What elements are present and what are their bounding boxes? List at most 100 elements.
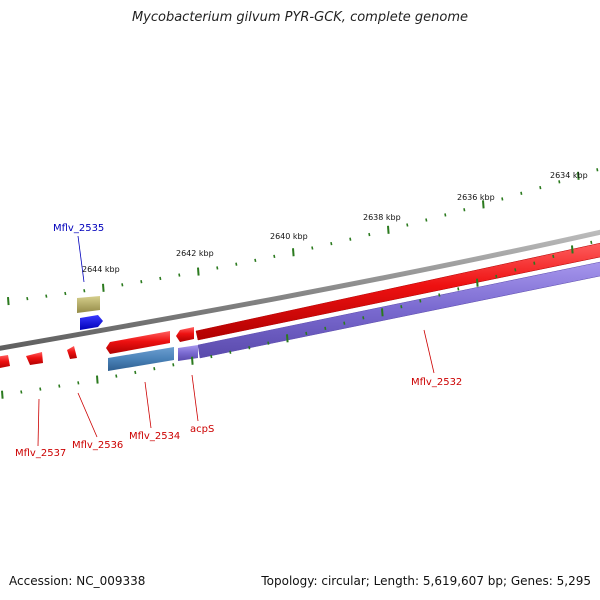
- outer-tick-7: [140, 280, 143, 284]
- scale-ticks-outer: [7, 168, 599, 306]
- inner-tick-15: [286, 334, 289, 343]
- outer-tick-1: [26, 296, 29, 301]
- leader-acps: [191, 374, 199, 422]
- gene-mflv-2537[interactable]: [26, 352, 43, 365]
- outer-tick-23: [444, 213, 447, 217]
- outer-tick-25: [482, 200, 485, 209]
- outer-tick-9: [178, 273, 181, 277]
- outer-tick-13: [254, 258, 257, 263]
- leader-mflv-2532: [423, 329, 435, 374]
- gene-label-mflv-2536[interactable]: Mflv_2536: [72, 440, 123, 451]
- outer-tick-15: [292, 248, 295, 257]
- inner-tick-17: [324, 326, 327, 331]
- outer-tick-6: [121, 283, 124, 287]
- gene-mflv-2535-other[interactable]: [77, 296, 100, 313]
- leader-mflv-2535: [77, 235, 85, 283]
- gene-mflv-2534-reverse[interactable]: [108, 347, 174, 371]
- outer-tick-31: [596, 168, 599, 172]
- inner-tick-27: [514, 268, 517, 272]
- gene-left-edge[interactable]: [0, 355, 10, 369]
- outer-tick-22: [425, 218, 428, 222]
- gene-mflv-2535-forward[interactable]: [80, 315, 103, 330]
- gene-mflv-2532-forward[interactable]: [195, 241, 600, 341]
- leader-mflv-2537: [37, 398, 40, 447]
- inner-tick-7: [134, 370, 137, 375]
- inner-tick-30: [571, 245, 574, 254]
- inner-tick-5: [96, 375, 99, 384]
- inner-tick-25: [476, 278, 479, 287]
- inner-tick-29: [552, 254, 555, 259]
- scale-label-2642: 2642 kbp: [176, 249, 214, 258]
- inner-tick-2: [39, 387, 42, 391]
- inner-tick-31: [590, 240, 593, 245]
- gene-label-mflv-2534[interactable]: Mflv_2534: [129, 431, 180, 442]
- outer-tick-12: [235, 262, 238, 266]
- outer-tick-19: [368, 232, 371, 237]
- inner-tick-20: [381, 308, 384, 317]
- outer-tick-24: [463, 208, 466, 212]
- label-leader-lines: [37, 235, 435, 447]
- outer-tick-4: [83, 289, 86, 293]
- outer-tick-16: [311, 246, 314, 250]
- leader-mflv-2534: [144, 381, 152, 429]
- gene-label-acps[interactable]: acpS: [190, 424, 214, 435]
- leader-mflv-2536: [77, 392, 98, 438]
- scale-label-2634: 2634 kbp: [550, 171, 588, 180]
- outer-tick-21: [406, 223, 409, 227]
- inner-tick-3: [58, 384, 61, 388]
- gene-acps-forward[interactable]: [176, 327, 194, 342]
- outer-tick-29: [558, 180, 561, 184]
- scale-label-2644: 2644 kbp: [82, 265, 120, 274]
- inner-tick-19: [362, 316, 365, 320]
- scale-label-2636: 2636 kbp: [457, 193, 495, 202]
- inner-tick-6: [115, 374, 118, 378]
- genome-backbone: [0, 229, 600, 351]
- outer-tick-20: [387, 225, 390, 234]
- inner-tick-28: [533, 261, 536, 265]
- inner-tick-14: [267, 341, 270, 345]
- inner-tick-12: [229, 350, 232, 354]
- outer-tick-2: [45, 294, 48, 298]
- inner-tick-13: [248, 346, 251, 350]
- gene-mflv-2536[interactable]: [67, 346, 77, 359]
- inner-tick-23: [438, 293, 441, 297]
- inner-tick-26: [495, 274, 498, 279]
- outer-tick-17: [330, 241, 333, 246]
- scale-label-2638: 2638 kbp: [363, 213, 401, 222]
- outer-tick-11: [216, 266, 219, 270]
- gene-label-mflv-2537[interactable]: Mflv_2537: [15, 448, 66, 459]
- outer-tick-3: [64, 291, 67, 296]
- outer-tick-26: [501, 197, 504, 201]
- gene-acps-reverse[interactable]: [178, 345, 198, 361]
- inner-tick-18: [343, 321, 346, 325]
- inner-tick-0: [1, 390, 4, 399]
- outer-tick-28: [539, 185, 542, 190]
- outer-tick-30: [577, 171, 580, 180]
- outer-tick-10: [197, 267, 200, 276]
- inner-tick-10: [191, 356, 194, 365]
- genome-summary-text: Topology: circular; Length: 5,619,607 bp…: [261, 574, 591, 588]
- gene-mflv-2534-forward[interactable]: [106, 331, 170, 354]
- inner-tick-24: [457, 287, 460, 291]
- inner-tick-4: [77, 381, 80, 385]
- inner-tick-8: [153, 367, 156, 371]
- inner-tick-16: [305, 331, 308, 336]
- outer-tick-5: [102, 283, 105, 292]
- outer-tick-0: [7, 296, 10, 306]
- scale-label-2640: 2640 kbp: [270, 232, 308, 241]
- gene-label-mflv-2535[interactable]: Mflv_2535: [53, 223, 104, 234]
- gene-label-mflv-2532[interactable]: Mflv_2532: [411, 377, 462, 388]
- outer-tick-18: [349, 237, 352, 241]
- inner-tick-21: [400, 305, 403, 309]
- accession-text: Accession: NC_009338: [9, 574, 146, 588]
- gene-mflv-2532-reverse[interactable]: [197, 260, 600, 359]
- scale-ticks-inner: [1, 240, 593, 399]
- outer-tick-8: [159, 276, 162, 281]
- inner-tick-22: [419, 299, 422, 303]
- map-title: Mycobacterium gilvum PYR-GCK, complete g…: [131, 10, 469, 25]
- outer-tick-14: [273, 254, 276, 259]
- outer-tick-27: [520, 191, 523, 195]
- inner-tick-11: [210, 354, 213, 359]
